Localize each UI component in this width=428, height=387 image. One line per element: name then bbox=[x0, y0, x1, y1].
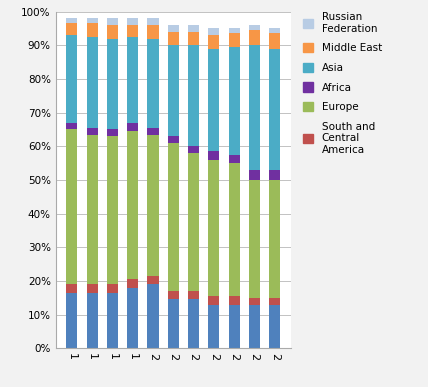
Bar bbox=[168, 25, 179, 32]
Bar bbox=[249, 305, 260, 348]
Bar bbox=[269, 34, 280, 49]
Bar bbox=[148, 284, 159, 348]
Bar bbox=[249, 170, 260, 180]
Bar bbox=[148, 276, 159, 284]
Bar bbox=[269, 305, 280, 348]
Bar bbox=[229, 29, 240, 34]
Legend: Russian
Federation, Middle East, Asia, Africa, Europe, South and
Central
America: Russian Federation, Middle East, Asia, A… bbox=[301, 10, 384, 157]
Bar bbox=[127, 288, 138, 348]
Bar bbox=[107, 284, 118, 293]
Bar bbox=[229, 163, 240, 296]
Bar bbox=[188, 146, 199, 153]
Bar bbox=[127, 131, 138, 279]
Bar bbox=[269, 180, 280, 298]
Bar bbox=[168, 45, 179, 136]
Bar bbox=[107, 129, 118, 136]
Bar bbox=[208, 49, 220, 151]
Bar bbox=[188, 32, 199, 45]
Bar bbox=[269, 49, 280, 170]
Bar bbox=[86, 128, 98, 135]
Bar bbox=[66, 293, 77, 348]
Bar bbox=[66, 18, 77, 23]
Bar bbox=[107, 25, 118, 39]
Bar bbox=[86, 37, 98, 128]
Bar bbox=[127, 18, 138, 25]
Bar bbox=[269, 29, 280, 34]
Bar bbox=[229, 155, 240, 163]
Bar bbox=[86, 284, 98, 293]
Bar bbox=[249, 30, 260, 45]
Bar bbox=[107, 136, 118, 284]
Bar bbox=[269, 298, 280, 305]
Bar bbox=[168, 32, 179, 45]
Bar bbox=[86, 293, 98, 348]
Bar bbox=[188, 300, 199, 348]
Bar bbox=[66, 35, 77, 123]
Bar bbox=[168, 300, 179, 348]
Bar bbox=[148, 39, 159, 128]
Bar bbox=[229, 296, 240, 305]
Bar bbox=[86, 23, 98, 37]
Bar bbox=[249, 180, 260, 298]
Bar bbox=[107, 18, 118, 25]
Bar bbox=[208, 35, 220, 49]
Bar bbox=[188, 291, 199, 300]
Bar bbox=[66, 284, 77, 293]
Bar bbox=[127, 123, 138, 131]
Bar bbox=[107, 293, 118, 348]
Bar bbox=[148, 25, 159, 39]
Bar bbox=[249, 25, 260, 30]
Bar bbox=[127, 25, 138, 37]
Bar bbox=[229, 47, 240, 155]
Bar bbox=[86, 18, 98, 23]
Bar bbox=[86, 135, 98, 284]
Bar bbox=[208, 28, 220, 35]
Bar bbox=[66, 23, 77, 35]
Bar bbox=[249, 45, 260, 170]
Bar bbox=[66, 123, 77, 129]
Bar bbox=[66, 129, 77, 284]
Bar bbox=[208, 151, 220, 160]
Bar bbox=[168, 136, 179, 143]
Bar bbox=[188, 25, 199, 32]
Bar bbox=[229, 34, 240, 47]
Bar bbox=[188, 45, 199, 146]
Bar bbox=[208, 160, 220, 296]
Bar bbox=[188, 153, 199, 291]
Bar bbox=[127, 279, 138, 288]
Bar bbox=[208, 296, 220, 305]
Bar bbox=[148, 128, 159, 135]
Bar bbox=[229, 305, 240, 348]
Bar bbox=[148, 135, 159, 276]
Bar bbox=[107, 39, 118, 129]
Bar bbox=[208, 305, 220, 348]
Bar bbox=[249, 298, 260, 305]
Bar bbox=[168, 291, 179, 300]
Bar bbox=[148, 18, 159, 25]
Bar bbox=[269, 170, 280, 180]
Bar bbox=[127, 37, 138, 123]
Bar bbox=[168, 143, 179, 291]
